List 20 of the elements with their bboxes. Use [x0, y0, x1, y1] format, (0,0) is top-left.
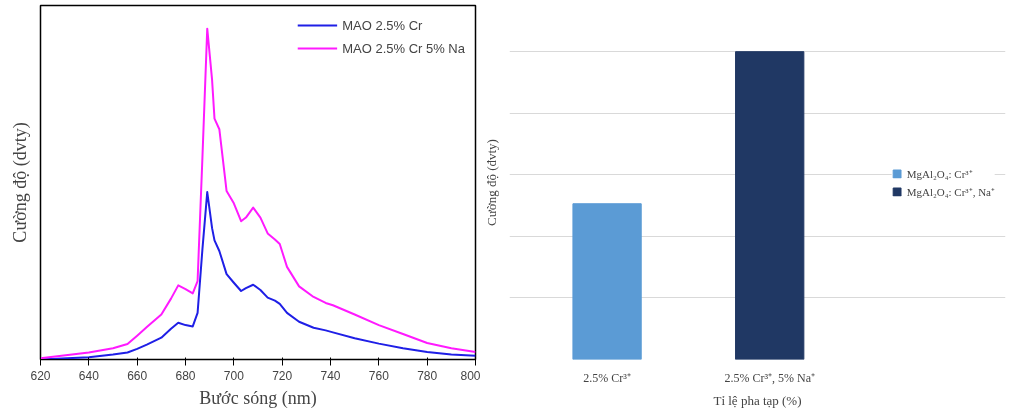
x-tick-label: 680	[175, 368, 196, 383]
legend-label: MgAl₂O₄: Cr³⁺	[906, 166, 973, 181]
y-axis-title: Cường độ (đvty)	[483, 139, 499, 226]
x-tick-label: 2.5% Cr³⁺, 5% Na⁺	[724, 370, 815, 385]
y-axis-title: Cường độ (dvty)	[9, 122, 31, 243]
legend-label: MgAl₂O₄: Cr³⁺, Na⁺	[906, 184, 995, 199]
legend-label: MAO 2.5% Cr 5% Na	[342, 40, 465, 56]
x-axis-title: Tỉ lệ pha tạp (%)	[713, 392, 802, 408]
legend-label: MAO 2.5% Cr	[342, 17, 423, 33]
x-axis-title: Bước sóng (nm)	[199, 387, 317, 409]
x-tick-label: 640	[78, 368, 100, 383]
x-tick-label: 800	[460, 368, 481, 383]
x-tick-label: 660	[127, 368, 148, 383]
x-tick-label: 780	[417, 368, 438, 383]
x-tick-label: 720	[272, 368, 293, 383]
x-tick-label: 620	[30, 368, 51, 383]
x-tick-label: 740	[320, 368, 341, 383]
x-tick-label: 760	[368, 368, 390, 383]
x-tick-label: 700	[223, 368, 245, 383]
x-tick-label: 2.5% Cr³⁺	[583, 370, 631, 385]
